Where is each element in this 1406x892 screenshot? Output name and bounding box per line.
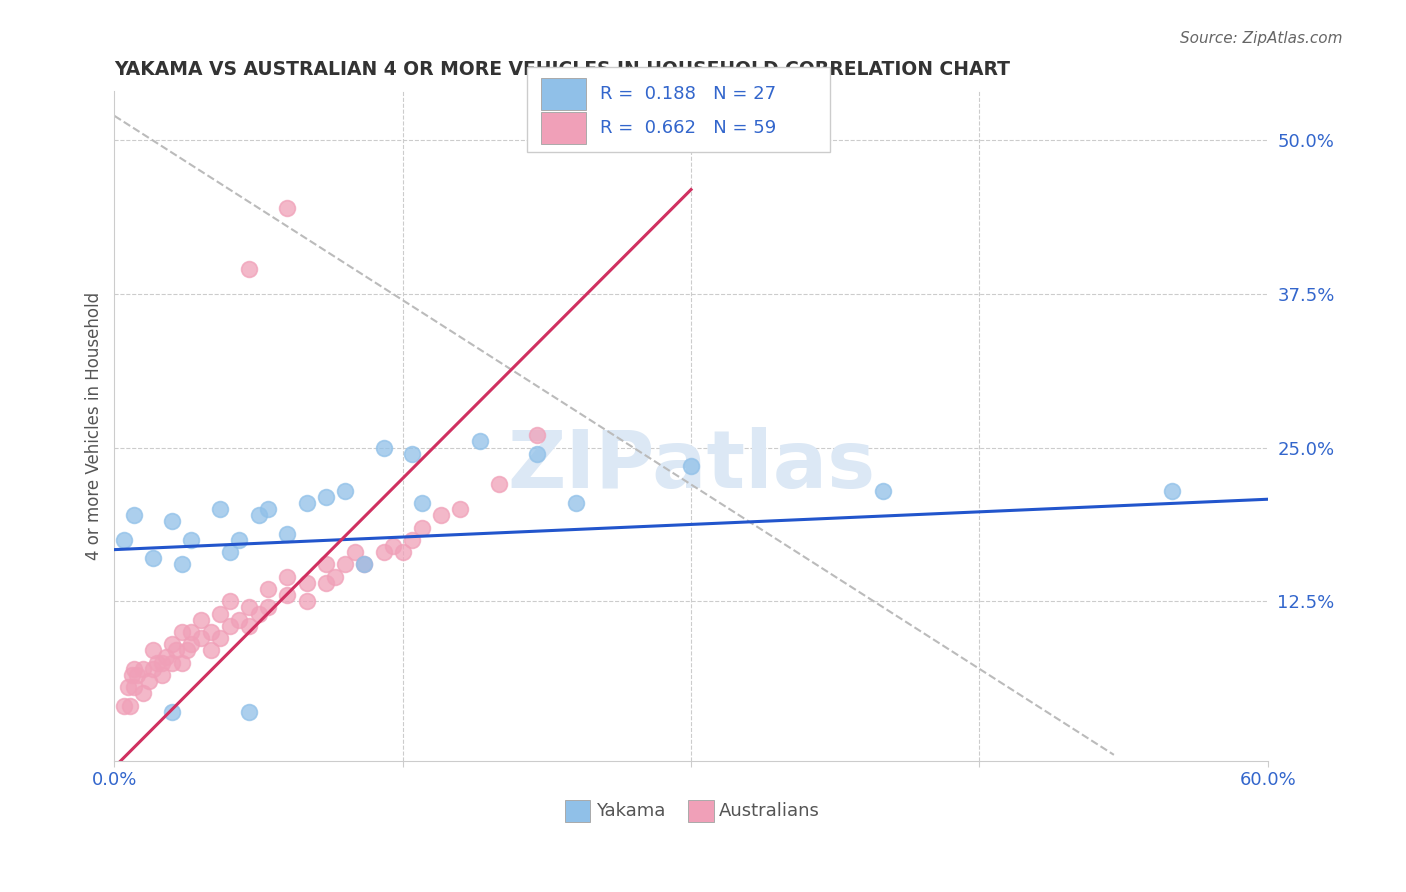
Point	[122, 662, 145, 676]
Point	[138, 674, 160, 689]
Point	[170, 558, 193, 572]
Point	[209, 607, 232, 621]
Point	[145, 656, 167, 670]
Point	[142, 551, 165, 566]
Point	[152, 668, 174, 682]
Point	[257, 502, 280, 516]
Point	[190, 631, 212, 645]
Point	[295, 594, 318, 608]
Point	[247, 607, 270, 621]
Point	[180, 533, 202, 547]
Point	[238, 262, 260, 277]
Text: YAKAMA VS AUSTRALIAN 4 OR MORE VEHICLES IN HOUSEHOLD CORRELATION CHART: YAKAMA VS AUSTRALIAN 4 OR MORE VEHICLES …	[114, 60, 1011, 78]
Point	[872, 483, 894, 498]
Point	[218, 545, 240, 559]
Point	[117, 680, 139, 694]
Point	[382, 539, 405, 553]
Point	[122, 680, 145, 694]
Text: R =  0.188   N = 27: R = 0.188 N = 27	[600, 85, 776, 103]
Point	[333, 483, 356, 498]
FancyBboxPatch shape	[688, 800, 713, 822]
Point	[209, 502, 232, 516]
Point	[190, 613, 212, 627]
Text: R =  0.662   N = 59: R = 0.662 N = 59	[600, 119, 776, 136]
Point	[679, 458, 702, 473]
Point	[122, 508, 145, 523]
Point	[132, 662, 155, 676]
Point	[401, 533, 423, 547]
Point	[132, 686, 155, 700]
Point	[276, 201, 298, 215]
Point	[373, 441, 395, 455]
Point	[238, 600, 260, 615]
Point	[526, 428, 548, 442]
Point	[200, 624, 222, 639]
Point	[160, 514, 183, 528]
Point	[160, 705, 183, 719]
Point	[315, 558, 337, 572]
Point	[353, 558, 375, 572]
Point	[152, 656, 174, 670]
Point	[257, 582, 280, 596]
Text: Yakama: Yakama	[596, 802, 665, 821]
Point	[295, 496, 318, 510]
Point	[142, 662, 165, 676]
Point	[373, 545, 395, 559]
Point	[160, 637, 183, 651]
Point	[564, 496, 586, 510]
Point	[238, 705, 260, 719]
Point	[488, 477, 510, 491]
Point	[411, 520, 433, 534]
Point	[468, 434, 491, 449]
Point	[209, 631, 232, 645]
Point	[218, 619, 240, 633]
Point	[180, 637, 202, 651]
Point	[165, 643, 187, 657]
Point	[170, 656, 193, 670]
Point	[257, 600, 280, 615]
Point	[343, 545, 366, 559]
Point	[333, 558, 356, 572]
Point	[218, 594, 240, 608]
Point	[276, 569, 298, 583]
Point	[238, 619, 260, 633]
Point	[160, 656, 183, 670]
Point	[325, 569, 347, 583]
FancyBboxPatch shape	[565, 800, 591, 822]
Point	[1160, 483, 1182, 498]
Point	[315, 575, 337, 590]
Point	[176, 643, 198, 657]
Point	[121, 668, 143, 682]
Point	[155, 649, 177, 664]
Point	[401, 447, 423, 461]
Point	[353, 558, 375, 572]
Point	[315, 490, 337, 504]
Point	[112, 533, 135, 547]
Text: Australians: Australians	[720, 802, 820, 821]
Point	[449, 502, 471, 516]
Point	[411, 496, 433, 510]
Point	[170, 624, 193, 639]
Point	[247, 508, 270, 523]
Point	[228, 613, 250, 627]
Point	[142, 643, 165, 657]
Point	[112, 698, 135, 713]
Point	[127, 668, 149, 682]
Point	[295, 575, 318, 590]
Point	[276, 588, 298, 602]
Point	[276, 526, 298, 541]
Y-axis label: 4 or more Vehicles in Household: 4 or more Vehicles in Household	[86, 292, 103, 560]
Point	[526, 447, 548, 461]
Point	[118, 698, 141, 713]
Point	[430, 508, 453, 523]
Point	[228, 533, 250, 547]
Point	[391, 545, 413, 559]
Point	[200, 643, 222, 657]
Text: ZIPatlas: ZIPatlas	[508, 427, 875, 505]
Text: Source: ZipAtlas.com: Source: ZipAtlas.com	[1180, 31, 1343, 46]
Point	[180, 624, 202, 639]
